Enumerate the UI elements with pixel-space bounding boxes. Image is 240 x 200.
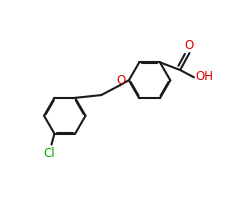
Text: OH: OH (196, 70, 214, 83)
Text: Cl: Cl (44, 147, 55, 160)
Text: O: O (185, 39, 194, 52)
Text: O: O (116, 74, 126, 87)
